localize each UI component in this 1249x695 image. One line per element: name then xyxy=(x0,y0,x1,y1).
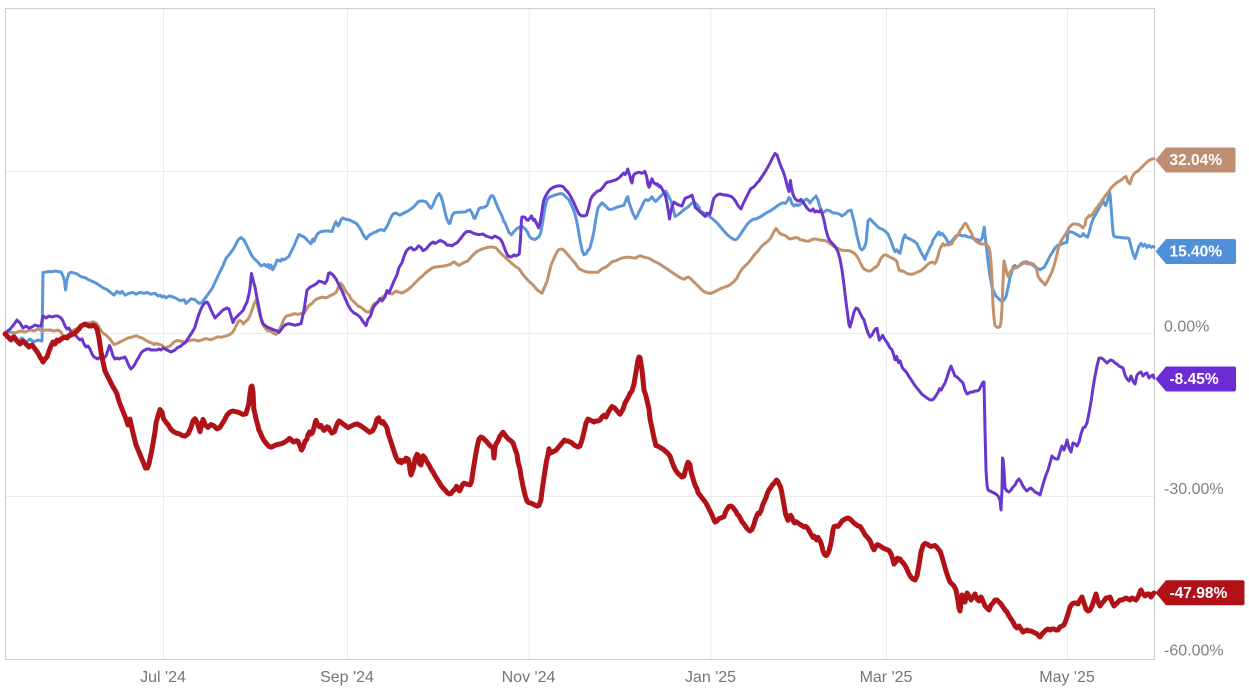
svg-text:Jan '25: Jan '25 xyxy=(685,669,736,686)
svg-text:32.04%: 32.04% xyxy=(1170,152,1223,169)
svg-text:Jul '24: Jul '24 xyxy=(140,669,186,686)
svg-text:Sep '24: Sep '24 xyxy=(320,669,374,686)
svg-text:15.40%: 15.40% xyxy=(1170,244,1223,261)
svg-text:May '25: May '25 xyxy=(1039,669,1095,686)
svg-text:Mar '25: Mar '25 xyxy=(860,669,913,686)
svg-text:0.00%: 0.00% xyxy=(1164,319,1209,336)
svg-text:-8.45%: -8.45% xyxy=(1170,371,1219,388)
svg-text:Nov '24: Nov '24 xyxy=(502,669,556,686)
svg-text:-47.98%: -47.98% xyxy=(1170,585,1228,602)
svg-text:-30.00%: -30.00% xyxy=(1164,481,1224,498)
svg-text:-60.00%: -60.00% xyxy=(1164,643,1224,660)
